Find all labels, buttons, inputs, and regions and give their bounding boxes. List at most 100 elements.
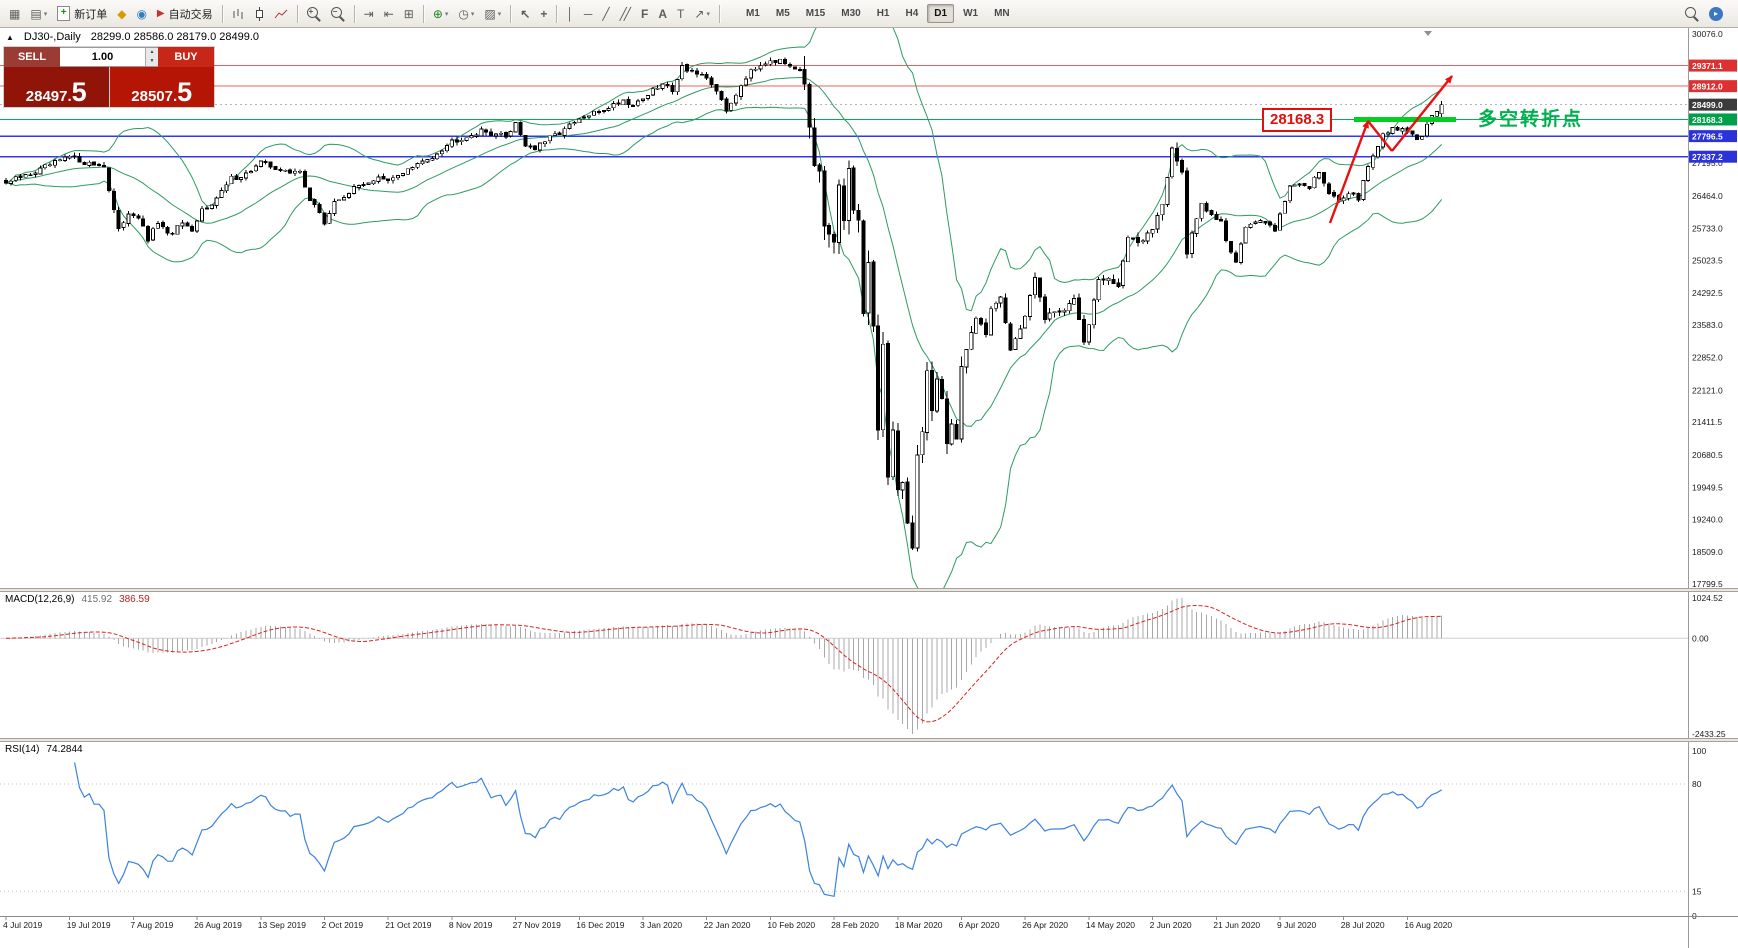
chevron-down-icon: ▾	[706, 10, 710, 18]
buy-button[interactable]: BUY	[158, 47, 214, 67]
price-axis-tag-label: 28168.3	[1692, 115, 1723, 125]
annotation-turning-point-text[interactable]: 多空转折点	[1478, 109, 1584, 130]
rsi-value: 74.2844	[46, 744, 83, 755]
toolbar-separator	[718, 4, 720, 23]
time-axis-label: 21 Oct 2019	[385, 920, 432, 930]
macd-signal-value: 386.59	[119, 594, 150, 605]
sell-button[interactable]: SELL	[4, 47, 60, 67]
macd-signal-line	[5, 604, 1442, 723]
toolbar-separator	[556, 4, 558, 23]
time-axis-label: 2 Oct 2019	[322, 920, 364, 930]
timeframe-m30-button[interactable]: M30	[841, 8, 861, 19]
rsi-layer	[0, 762, 1688, 898]
volume-decrease-button[interactable]: ▼	[146, 57, 158, 66]
volume-field[interactable]: 1.00 ▲ ▼	[60, 47, 158, 67]
toolbar-separator	[296, 4, 298, 23]
timeframe-m15-button[interactable]: M15	[805, 8, 826, 19]
time-axis-label: 7 Aug 2019	[130, 920, 173, 930]
price-axis-tag	[1689, 80, 1737, 93]
autotrading-button[interactable]: ▶ 自动交易	[153, 3, 217, 25]
chart-shift-icon[interactable]: ⇤	[383, 6, 394, 21]
price-axis-label: 22121.0	[1692, 385, 1723, 395]
collapse-trade-panel-icon[interactable]: ▲	[6, 32, 14, 42]
zoom-in-icon[interactable]: +	[303, 3, 325, 25]
new-chart-glyph: ▦	[9, 6, 21, 21]
timeframe-m1-button[interactable]: M1	[745, 8, 760, 19]
volume-spinner: ▲ ▼	[145, 48, 158, 66]
timeframe-mn-button[interactable]: MN	[994, 8, 1010, 19]
horizontal-line-icon[interactable]: ─	[583, 6, 593, 21]
toolbar-separator	[221, 4, 223, 23]
volume-increase-button[interactable]: ▲	[146, 48, 158, 57]
time-axis-label: 28 Feb 2020	[831, 920, 879, 930]
price-axis-label: 23583.0	[1692, 320, 1723, 330]
panel-dividers[interactable]	[0, 588, 1738, 917]
price-axis-label: 20680.5	[1692, 450, 1723, 460]
tile-windows-icon[interactable]: ⊞	[403, 6, 414, 21]
time-axis[interactable]: 4 Jul 2019 19 Jul 2019 7 Aug 2019 26 Aug 20…	[3, 916, 1452, 930]
auto-scroll-icon[interactable]: ⇥	[363, 6, 374, 21]
cursor-icon[interactable]: ↖	[520, 6, 531, 21]
indicators-button[interactable]: ⊕ ▾	[432, 6, 449, 21]
current-price-tag-label: 28499.0	[1692, 100, 1723, 110]
periods-button[interactable]: ◷ ▾	[458, 6, 475, 21]
fibonacci-icon[interactable]: F	[641, 6, 649, 21]
new-order-icon: +	[57, 6, 71, 21]
autotrading-label: 自动交易	[168, 8, 213, 21]
candlesticks-icon[interactable]	[251, 3, 268, 25]
text-tool-icon[interactable]: A	[658, 6, 668, 21]
rsi-scale-label: 100	[1692, 746, 1706, 756]
price-axis-label: 30076.0	[1692, 29, 1723, 39]
timeframe-w1-button[interactable]: W1	[963, 8, 979, 19]
macd-layer	[0, 598, 1688, 734]
rsi-line	[74, 762, 1443, 898]
timeframe-h1-button[interactable]: H1	[876, 8, 890, 19]
vertical-line-icon[interactable]: │	[566, 6, 574, 21]
price-axis-label: 19240.0	[1692, 514, 1723, 524]
bar-chart-icon[interactable]	[228, 3, 249, 25]
time-axis-label: 4 Jul 2019	[3, 920, 42, 930]
bollinger-bands-layer	[5, 28, 1443, 588]
timeframe-d1-button[interactable]: D1	[927, 4, 955, 23]
toolbar: ▦ ▤ ▾ + 新订单 ◆ ◉ ▶ 自动交易 + − ⇥ ⇤ ⊞ ⊕ ▾ ◷ ▾ ▨ ▾ ↖…	[0, 0, 1738, 28]
market-watch-icon[interactable]: ◉	[136, 6, 147, 21]
arrows-tool-icon[interactable]: ↗ ▾	[694, 6, 710, 21]
community-button[interactable]: ▸	[1705, 3, 1727, 25]
price-axis-tag-label: 27337.2	[1692, 152, 1723, 162]
zoom-out-icon[interactable]: −	[327, 3, 349, 25]
drawing-objects-layer[interactable]	[1328, 75, 1456, 224]
timeframe-h4-button[interactable]: H4	[905, 8, 919, 19]
buy-price-button[interactable]: 28507. 5	[109, 67, 214, 107]
line-chart-icon[interactable]	[270, 3, 292, 25]
annotation-price-label[interactable]: 28168.3	[1262, 108, 1333, 132]
rsi-scale-label: 80	[1692, 779, 1702, 789]
time-axis-label: 21 Jun 2020	[1213, 920, 1260, 930]
ohlc-readout: 28299.0 28586.0 28179.0 28499.0	[90, 31, 259, 43]
time-axis-label: 6 Apr 2020	[959, 920, 1000, 930]
macd-scale-label: 1024.52	[1692, 593, 1723, 603]
volume-value[interactable]: 1.00	[91, 51, 114, 63]
time-axis-label: 10 Feb 2020	[767, 920, 815, 930]
chevron-down-icon: ▾	[470, 10, 475, 18]
new-order-button[interactable]: + 新订单	[53, 3, 111, 25]
toolbar-separator	[353, 4, 355, 23]
time-axis-label: 14 May 2020	[1086, 920, 1135, 930]
time-axis-label: 16 Aug 2020	[1404, 920, 1452, 930]
profiles-icon[interactable]: ▤ ▾	[26, 3, 51, 25]
trendline-icon[interactable]: ╱	[602, 6, 610, 21]
new-chart-icon[interactable]: ▦	[5, 3, 24, 25]
rsi-indicator-label: RSI(14) 74.2844	[5, 744, 83, 755]
timeframe-m5-button[interactable]: M5	[775, 8, 790, 19]
templates-button[interactable]: ▨ ▾	[484, 6, 502, 21]
channel-icon[interactable]: ╱╱	[619, 6, 632, 21]
label-tool-icon[interactable]: T	[677, 6, 685, 21]
search-icon[interactable]	[1681, 3, 1703, 25]
time-axis-label: 26 Apr 2020	[1022, 920, 1068, 930]
trend-arrow	[1391, 75, 1453, 152]
price-axis[interactable]: 30076.0 27195.0 26464.0 25733.0 25023.5 24292…	[1688, 28, 1738, 948]
sell-price-button[interactable]: 28497. 5	[4, 67, 110, 107]
metaeditor-icon[interactable]: ◆	[117, 6, 127, 21]
time-axis-label: 8 Nov 2019	[449, 920, 493, 930]
crosshair-icon[interactable]: +	[540, 6, 548, 21]
